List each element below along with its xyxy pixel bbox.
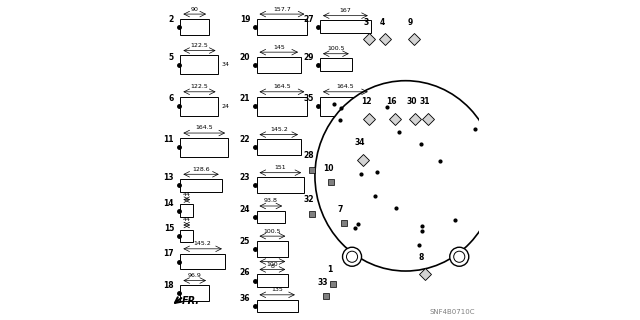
Text: 7: 7 (338, 205, 343, 214)
Text: 9: 9 (408, 18, 413, 27)
Text: 93.8: 93.8 (264, 198, 278, 204)
Bar (180, 138, 228, 157)
Bar (257, 57, 301, 73)
Text: 25: 25 (240, 237, 250, 246)
Text: 151: 151 (275, 165, 286, 170)
Text: 32: 32 (303, 196, 314, 204)
Bar (257, 140, 301, 155)
Text: 145.2: 145.2 (270, 127, 287, 132)
Text: 8: 8 (271, 264, 275, 269)
Text: 18: 18 (163, 281, 174, 290)
Text: 24: 24 (221, 104, 230, 108)
Text: 157.7: 157.7 (273, 6, 291, 12)
Text: 6: 6 (169, 94, 174, 103)
Text: 19: 19 (240, 15, 250, 24)
Text: 29: 29 (303, 53, 314, 62)
Bar (257, 97, 307, 116)
Text: 4: 4 (380, 18, 385, 27)
Text: 20: 20 (240, 53, 250, 62)
Text: 100.5: 100.5 (327, 46, 344, 51)
Text: 14: 14 (164, 199, 174, 208)
Bar (180, 204, 193, 217)
Bar (180, 179, 221, 192)
Text: 164.5: 164.5 (273, 84, 291, 89)
Text: 22: 22 (240, 135, 250, 144)
Bar (320, 59, 352, 71)
Text: 35: 35 (303, 94, 314, 103)
Bar (180, 55, 218, 74)
Text: 5: 5 (169, 53, 174, 62)
Text: 145: 145 (273, 44, 285, 50)
Bar (180, 285, 209, 301)
Bar (180, 97, 218, 116)
Text: 164.5: 164.5 (337, 84, 354, 89)
Text: 128.6: 128.6 (192, 167, 210, 172)
Bar (257, 19, 307, 35)
Text: FR.: FR. (182, 296, 200, 306)
Ellipse shape (450, 247, 468, 266)
Text: 10: 10 (323, 164, 333, 173)
Bar (257, 178, 304, 193)
Text: 15: 15 (164, 224, 174, 233)
Text: 36: 36 (240, 294, 250, 303)
Text: 3: 3 (364, 18, 369, 27)
Bar (180, 230, 193, 243)
Bar (257, 211, 285, 223)
Text: 2: 2 (169, 15, 174, 24)
Text: 28: 28 (303, 151, 314, 160)
Text: SNF4B0710C: SNF4B0710C (430, 309, 476, 316)
Text: 34: 34 (355, 138, 365, 147)
Text: 34: 34 (221, 62, 230, 67)
Bar (257, 300, 298, 312)
Bar (180, 253, 225, 269)
Bar (257, 274, 288, 287)
Text: 26: 26 (240, 268, 250, 277)
Ellipse shape (346, 251, 358, 262)
Text: 44: 44 (183, 218, 191, 222)
Text: 21: 21 (240, 94, 250, 103)
Ellipse shape (454, 251, 465, 262)
Text: 122.5: 122.5 (191, 43, 209, 48)
Bar (320, 20, 371, 33)
Text: 100: 100 (267, 262, 278, 267)
Ellipse shape (342, 247, 362, 266)
Text: 44: 44 (183, 192, 191, 197)
Bar (180, 19, 209, 35)
Text: 135: 135 (271, 287, 283, 292)
Text: 164.5: 164.5 (195, 125, 213, 131)
Text: 96.9: 96.9 (188, 273, 202, 278)
Text: 33: 33 (318, 278, 328, 287)
Text: 31: 31 (419, 97, 430, 106)
Text: 167: 167 (339, 8, 351, 13)
Text: 100.5: 100.5 (264, 228, 281, 234)
Text: 145.2: 145.2 (194, 241, 211, 246)
Text: 23: 23 (240, 173, 250, 182)
Text: 90: 90 (191, 6, 198, 12)
Ellipse shape (315, 81, 497, 271)
Text: 24: 24 (240, 205, 250, 214)
Text: 27: 27 (303, 15, 314, 24)
Bar (257, 241, 288, 257)
Text: 30: 30 (407, 97, 417, 106)
Text: 11: 11 (164, 135, 174, 144)
Bar (320, 97, 371, 116)
Text: 12: 12 (361, 97, 371, 106)
Text: 13: 13 (164, 173, 174, 182)
Text: 8: 8 (419, 252, 424, 261)
Text: 1: 1 (327, 265, 332, 274)
Text: 122.5: 122.5 (191, 84, 209, 89)
Text: 17: 17 (163, 249, 174, 258)
Text: 16: 16 (386, 97, 397, 106)
